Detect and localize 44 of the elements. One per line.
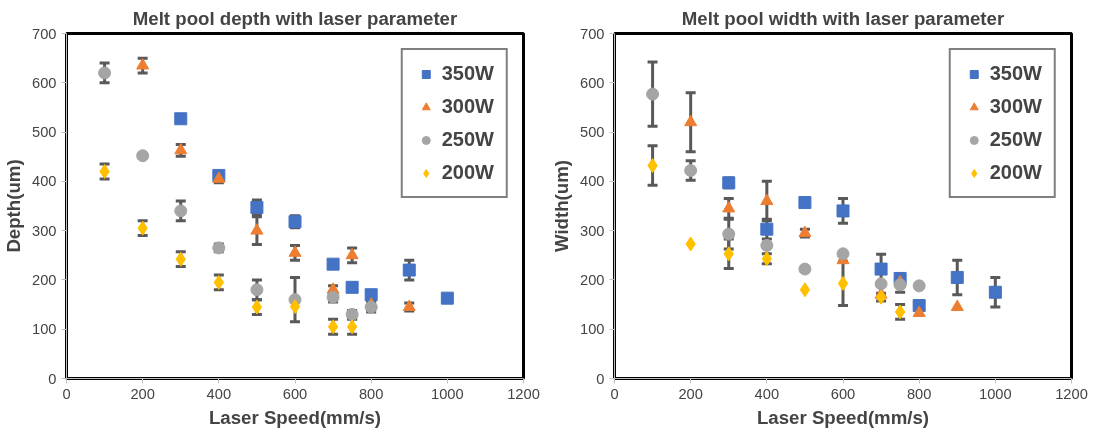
y-tick-label: 600 [32, 74, 57, 91]
x-tick-label: 600 [282, 385, 308, 402]
legend-label: 300W [441, 95, 494, 118]
y-tick-label: 100 [32, 321, 57, 338]
x-tick-label: 400 [754, 385, 780, 402]
y-tick-label: 500 [580, 124, 605, 141]
x-tick-label: 1000 [431, 385, 464, 402]
legend-label: 200W [441, 161, 494, 184]
x-axis-title: Laser Speed(mm/s) [756, 406, 930, 428]
x-tick-label: 0 [62, 385, 71, 402]
y-axis-title: Width(um) [551, 159, 573, 253]
x-tick-label: 800 [906, 385, 932, 402]
x-tick-label: 200 [678, 385, 703, 402]
y-tick-label: 600 [580, 74, 605, 91]
y-tick-label: 100 [580, 321, 605, 338]
legend-label: 350W [989, 62, 1042, 85]
y-tick-label: 400 [32, 173, 57, 190]
y-tick-label: 300 [580, 222, 605, 239]
x-tick-label: 0 [610, 385, 619, 402]
x-tick-label: 1200 [507, 385, 540, 402]
y-tick-label: 300 [32, 222, 57, 239]
x-tick-label: 600 [830, 385, 856, 402]
x-tick-label: 200 [130, 385, 155, 402]
y-tick-label: 700 [580, 25, 605, 42]
legend-label: 250W [441, 128, 494, 151]
y-axis-title: Depth(um) [3, 159, 25, 253]
chart-title: Melt pool width with laser parameter [681, 7, 1005, 29]
y-tick-label: 0 [596, 370, 605, 387]
y-tick-label: 200 [32, 271, 57, 288]
y-tick-label: 500 [32, 124, 57, 141]
x-tick-label: 1200 [1055, 385, 1088, 402]
x-tick-label: 400 [206, 385, 232, 402]
x-tick-label: 1000 [979, 385, 1012, 402]
y-tick-label: 200 [580, 271, 605, 288]
y-tick-label: 400 [580, 173, 605, 190]
x-axis-title: Laser Speed(mm/s) [208, 406, 382, 428]
chart-title: Melt pool depth with laser parameter [132, 7, 458, 29]
legend-label: 250W [989, 128, 1042, 151]
x-tick-label: 800 [358, 385, 384, 402]
y-tick-label: 0 [48, 370, 57, 387]
y-tick-label: 700 [32, 25, 57, 42]
legend-label: 300W [989, 95, 1042, 118]
legend-label: 350W [441, 62, 494, 85]
legend-label: 200W [989, 161, 1042, 184]
